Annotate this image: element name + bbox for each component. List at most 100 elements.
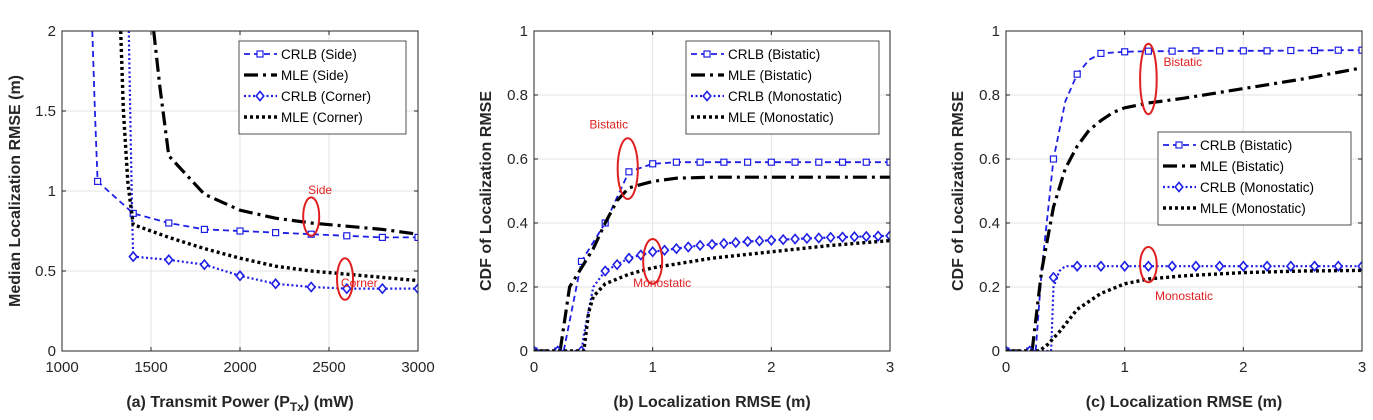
data-point [707, 238, 717, 251]
data-point [1144, 47, 1153, 55]
y-tick-label: 0.6 [979, 151, 1000, 168]
x-axis-label: (a) Transmit Power (PTx) (mW) [126, 394, 353, 414]
data-point [813, 232, 824, 244]
legend: CRLB (Bistatic) MLE (Bistatic) CRLB (Monos… [685, 40, 880, 135]
data-point [200, 225, 208, 233]
legend-box [238, 40, 407, 135]
data-point [1097, 49, 1105, 58]
data-point [862, 158, 870, 166]
data-point [414, 233, 418, 241]
data-point [1262, 260, 1272, 272]
y-tick-label: 2 [48, 23, 56, 40]
data-point [849, 231, 860, 243]
legend-entry: CRLB (Bistatic) [728, 47, 820, 62]
data-point [886, 158, 890, 166]
y-tick-label: 1.5 [35, 103, 56, 120]
data-point [1121, 48, 1129, 56]
annotation-label: Monostatic [633, 276, 691, 290]
x-tick-label: 0 [530, 359, 538, 376]
data-point [802, 232, 812, 245]
data-point [754, 235, 765, 247]
data-point [1287, 46, 1295, 55]
y-tick-label: 0.6 [507, 151, 528, 168]
data-point [1191, 260, 1201, 272]
data-point [1310, 46, 1319, 55]
legend-entry: CRLB (Bistatic) [1200, 138, 1292, 153]
data-point [306, 281, 317, 293]
series-line [1006, 66, 1362, 351]
chart-panel-3: Bistatic Monostatic 0 1 2 3 0 0.2 0.4 0.6 0.8 1 (c) … [950, 23, 1366, 411]
x-tick-label: 3 [886, 359, 894, 376]
x-axis-label: (b) Localization RMSE (m) [613, 394, 810, 411]
x-axis-label-main: (a) Transmit Power (P [126, 394, 290, 411]
data-point [659, 244, 670, 256]
y-tick-label: 1 [992, 23, 1000, 40]
data-point [165, 219, 173, 227]
data-point [743, 158, 752, 166]
y-tick-label: 0 [992, 343, 1000, 360]
data-point [1358, 46, 1362, 54]
data-point [720, 158, 728, 166]
series-2 [152, 31, 418, 236]
legend-marker [255, 90, 265, 102]
legend-entry: MLE (Monostatic) [728, 110, 834, 125]
chart-panel-1: Side Corner 1000 1500 2000 2500 3000 0 0.5 1 1.5 2 (… [7, 23, 435, 414]
data-point [1214, 260, 1225, 272]
x-tick-label: 3 [1358, 359, 1366, 376]
data-point [1167, 260, 1177, 272]
data-point [93, 177, 102, 185]
annotation-label: Bistatic [589, 118, 628, 132]
data-point [766, 234, 777, 247]
data-point [163, 254, 174, 266]
annotation-label: Bistatic [1163, 55, 1202, 69]
data-point [1215, 47, 1224, 55]
y-tick-label: 0.5 [35, 263, 56, 280]
data-point [1192, 47, 1200, 55]
data-point [861, 230, 872, 243]
highlight-ellipse [1139, 246, 1158, 284]
legend-entry: MLE (Bistatic) [728, 68, 812, 83]
data-point [825, 231, 836, 244]
axes-box [533, 30, 891, 352]
data-point [199, 258, 210, 271]
axes-box [1005, 30, 1363, 352]
data-point [612, 258, 622, 271]
legend-box [685, 40, 880, 135]
data-point [837, 231, 848, 243]
legend: CRLB (Bistatic) MLE (Bistatic) CRLB (Monos… [1157, 131, 1352, 226]
y-tick-label: 0.8 [507, 87, 528, 104]
x-tick-label: 1 [648, 359, 656, 376]
data-point [1143, 260, 1154, 272]
x-tick-label: 2500 [312, 359, 345, 376]
x-axis-label-end: ) (mW) [304, 394, 354, 411]
highlight-ellipse [642, 238, 664, 285]
data-point [1168, 47, 1176, 55]
legend-entry: CRLB (Corner) [281, 89, 371, 104]
x-axis-label-sub: Tx [290, 400, 304, 414]
series-line [152, 31, 418, 236]
data-point [624, 252, 634, 264]
data-point [1238, 260, 1249, 272]
x-tick-label: 2 [767, 359, 775, 376]
data-point [1048, 271, 1059, 284]
data-point [778, 233, 789, 246]
y-tick-label: 0.8 [979, 87, 1000, 104]
data-point [341, 282, 352, 295]
legend: CRLB (Side) MLE (Side) CRLB (Corner) MLE (C… [238, 40, 407, 135]
series-1 [1006, 46, 1362, 351]
data-point [625, 168, 633, 176]
data-point [730, 236, 741, 249]
legend-entry: MLE (Monostatic) [1200, 201, 1306, 216]
data-point [413, 282, 418, 295]
chart-panel-2: Bistatic Monostatic 0 1 2 3 0 0.2 0.4 0.6 0.8 1 (b) … [478, 23, 894, 411]
annotation-label: Side [308, 183, 332, 197]
legend-entry: MLE (Side) [281, 68, 349, 83]
x-axis-label-main: (c) Localization RMSE (m) [1086, 394, 1282, 411]
data-point [1119, 260, 1130, 272]
data-point [236, 227, 244, 235]
data-point [1334, 46, 1342, 54]
data-point [128, 250, 139, 263]
legend-marker [256, 50, 264, 58]
y-axis-label: CDF of Localization RMSE [478, 91, 495, 291]
data-point [1072, 260, 1083, 272]
